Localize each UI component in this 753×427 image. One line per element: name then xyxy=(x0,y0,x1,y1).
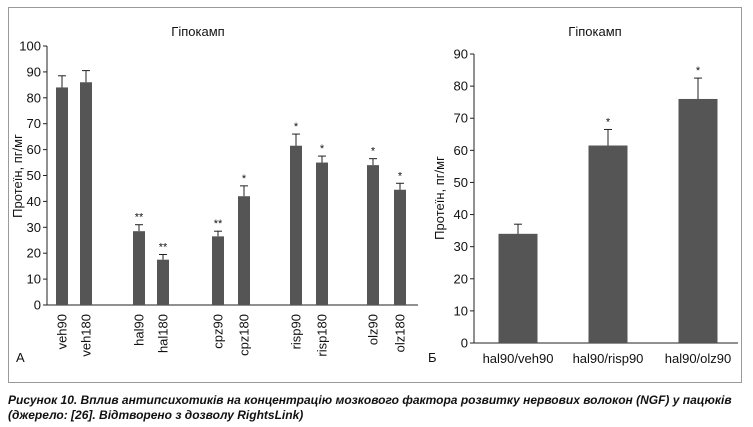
x-tick-label: hal90/olz90 xyxy=(665,351,732,366)
chart-title: Гіпокамп xyxy=(568,24,621,39)
significance-marker: ** xyxy=(159,241,168,253)
y-tick-label: 30 xyxy=(27,220,41,235)
y-tick-label: 100 xyxy=(19,39,41,54)
chart-area: Гіпокамп А Протеїн, пг/мг 0 10 20 30 40 50 60 70 80… xyxy=(10,24,738,366)
bar xyxy=(394,189,406,305)
y-tick-label: 50 xyxy=(27,168,41,183)
x-tick-label: hal90/veh90 xyxy=(483,351,554,366)
y-tick-label: 0 xyxy=(461,336,468,351)
y-tick-label: 10 xyxy=(27,272,41,287)
significance-marker: * xyxy=(294,121,299,133)
x-tick-label: veh180 xyxy=(79,314,94,357)
y-tick-label: 90 xyxy=(454,47,468,62)
x-tick-label: olz180 xyxy=(393,314,408,352)
y-tick-label: 60 xyxy=(454,143,468,158)
bar xyxy=(498,233,538,343)
y-tick-label: 70 xyxy=(454,111,468,126)
x-tick-label: cpz180 xyxy=(237,314,252,356)
significance-marker: * xyxy=(242,173,247,185)
bar xyxy=(212,236,224,305)
x-tick-label: risp90 xyxy=(289,314,304,349)
y-tick-label: 30 xyxy=(454,239,468,254)
figure-frame xyxy=(8,7,742,383)
y-tick-label: 0 xyxy=(34,298,41,313)
y-tick-label: 90 xyxy=(27,64,41,79)
y-tick-label: 10 xyxy=(454,303,468,318)
x-tick-label: veh90 xyxy=(55,314,70,349)
figure-caption: Рисунок 10. Вплив антипсихотиків на конц… xyxy=(8,393,732,422)
x-tick-label: olz90 xyxy=(366,314,381,345)
y-tick-label: 50 xyxy=(454,175,468,190)
bar xyxy=(157,259,169,305)
y-tick-label: 60 xyxy=(27,142,41,157)
chart-title: Гіпокамп xyxy=(171,24,224,39)
y-axis-label: Протеїн, пг/мг xyxy=(10,134,25,218)
y-tick-label: 70 xyxy=(27,116,41,131)
y-tick-label: 40 xyxy=(454,207,468,222)
y-tick-label: 20 xyxy=(454,271,468,286)
bar xyxy=(678,98,718,343)
y-axis-label: Протеїн, пг/мг xyxy=(432,156,447,240)
panel-label: Б xyxy=(428,350,437,365)
significance-marker: * xyxy=(696,65,701,77)
bar xyxy=(238,196,250,305)
bar xyxy=(80,82,92,305)
significance-marker: * xyxy=(606,116,611,128)
x-tick-label: cpz90 xyxy=(211,314,226,349)
panel-label: А xyxy=(16,350,25,365)
bar xyxy=(56,87,68,305)
bar xyxy=(367,165,379,305)
significance-marker: * xyxy=(398,170,403,182)
significance-marker: ** xyxy=(214,218,223,230)
y-tick-label: 80 xyxy=(454,79,468,94)
y-tick-label: 20 xyxy=(27,246,41,261)
x-tick-label: hal90/risp90 xyxy=(573,351,644,366)
bar xyxy=(588,145,628,343)
bar xyxy=(316,162,328,305)
significance-marker: ** xyxy=(135,212,144,224)
bar xyxy=(290,145,302,305)
x-tick-label: risp180 xyxy=(315,314,330,357)
x-tick-label: hal90 xyxy=(132,314,147,346)
significance-marker: * xyxy=(371,146,376,158)
bar xyxy=(133,231,145,305)
significance-marker: * xyxy=(320,143,325,155)
x-tick-label: hal180 xyxy=(156,314,171,353)
y-tick-label: 80 xyxy=(27,90,41,105)
y-tick-label: 40 xyxy=(27,194,41,209)
